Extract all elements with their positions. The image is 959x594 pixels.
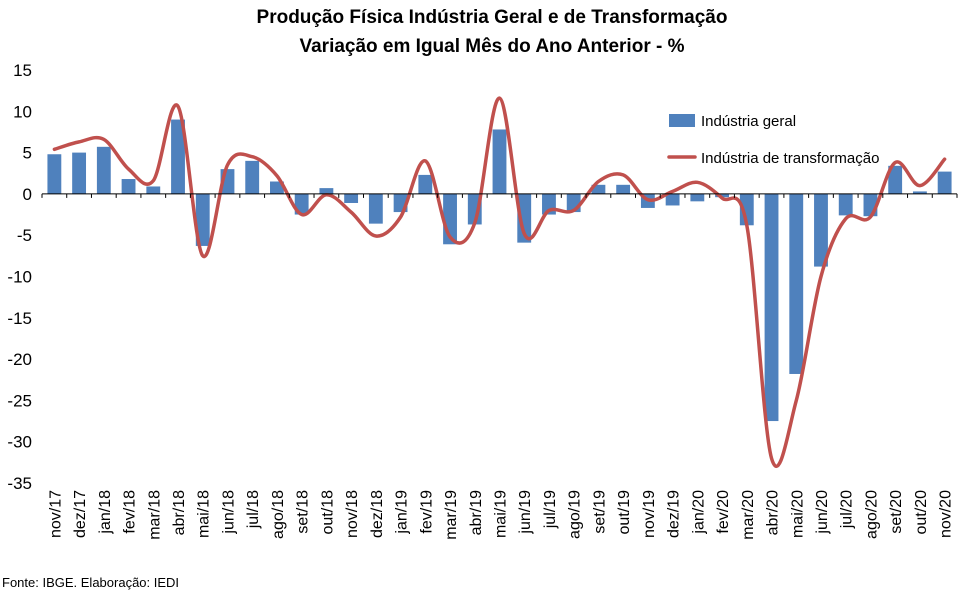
bar	[789, 193, 804, 374]
x-tick-label: abr/20	[765, 490, 782, 535]
y-tick-label: -10	[7, 268, 32, 287]
y-tick-label: -25	[7, 391, 32, 410]
x-tick-label: mar/19	[443, 490, 460, 540]
x-tick-label: abr/19	[468, 490, 485, 535]
bar	[245, 160, 260, 194]
x-tick-label: dez/17	[72, 490, 89, 538]
x-tick-label: ago/18	[270, 490, 287, 539]
bar	[195, 193, 210, 246]
y-tick-label: 5	[23, 144, 32, 163]
x-tick-label: jun/19	[517, 490, 534, 535]
bar	[121, 179, 136, 194]
bar	[690, 193, 705, 202]
y-tick-label: -35	[7, 474, 32, 493]
bar	[72, 152, 87, 194]
bar	[739, 193, 754, 226]
y-tick-label: 10	[13, 102, 32, 121]
bar	[418, 174, 433, 194]
x-tick-label: jun/20	[814, 490, 831, 535]
bar	[146, 186, 161, 194]
bar	[912, 191, 927, 194]
x-tick-label: dez/19	[666, 490, 683, 538]
chart-subtitle: Variação em Igual Mês do Ano Anterior - …	[299, 36, 685, 57]
x-tick-label: mai/19	[493, 490, 510, 538]
y-tick-label: -5	[17, 226, 32, 245]
bar	[96, 146, 111, 194]
bar	[517, 193, 532, 243]
x-tick-label: out/18	[319, 490, 336, 535]
x-tick-label: jan/19	[394, 490, 411, 535]
x-tick-label: jan/18	[97, 490, 114, 535]
y-tick-label: -20	[7, 350, 32, 369]
x-tick-label: dez/18	[369, 490, 386, 538]
x-tick-label: fev/20	[715, 490, 732, 534]
bar	[616, 184, 631, 194]
x-tick-label: jan/20	[690, 490, 707, 535]
x-tick-label: set/20	[888, 490, 905, 534]
y-tick-label: -15	[7, 309, 32, 328]
chart-title: Produção Física Indústria Geral e de Tra…	[256, 7, 728, 28]
x-tick-label: abr/18	[171, 490, 188, 535]
bar	[814, 193, 828, 267]
x-tick-label: ago/19	[567, 490, 584, 539]
bar	[319, 188, 334, 194]
axes: 15 10 5 0 -5 -10 -15 -20 -25 -30 -35 nov/17 dez/17 ja…	[7, 61, 958, 540]
x-tick-label: mar/20	[740, 490, 757, 540]
x-tick-label: nov/17	[47, 490, 64, 538]
bar	[937, 171, 952, 194]
x-tick-label: nov/18	[344, 490, 361, 538]
x-tick-label: set/18	[295, 490, 312, 534]
bar	[368, 193, 383, 224]
bar-series-industria-geral	[47, 119, 952, 422]
bar	[344, 193, 359, 203]
x-tick-label: fev/18	[122, 490, 139, 534]
x-tick-label: jul/19	[542, 490, 559, 529]
x-tick-label: ago/20	[863, 490, 880, 539]
y-tick-label: -30	[7, 433, 32, 452]
bar	[888, 165, 903, 194]
x-tick-label: jun/18	[220, 490, 237, 535]
legend: Indústria geral Indústria de transformaç…	[667, 113, 879, 167]
x-tick-label: set/19	[591, 490, 608, 534]
x-tick-label: jul/18	[245, 490, 262, 529]
legend-label-industria-de-transformacao: Indústria de transformação	[701, 150, 879, 167]
bar	[715, 193, 729, 198]
x-tick-label: mar/18	[146, 490, 163, 540]
x-tick-label: fev/19	[418, 490, 435, 534]
x-tick-label: nov/19	[641, 490, 658, 538]
bar	[838, 193, 853, 216]
bar	[171, 119, 185, 194]
bar	[47, 154, 62, 194]
y-tick-label: 15	[13, 61, 32, 80]
legend-swatch-industria-geral	[669, 114, 695, 127]
bar	[270, 181, 284, 194]
bar	[492, 129, 507, 194]
line-series-industria-de-transformacao	[52, 96, 947, 469]
legend-label-industria-geral: Indústria geral	[701, 113, 796, 130]
x-tick-label: nov/20	[938, 490, 955, 538]
x-tick-label: mai/20	[789, 490, 806, 538]
x-tick-label: out/19	[616, 490, 633, 535]
source-note: Fonte: IBGE. Elaboração: IEDI	[2, 575, 180, 590]
bar	[764, 193, 779, 422]
bar	[591, 184, 606, 194]
x-tick-label: out/20	[913, 490, 930, 535]
series-line	[52, 96, 947, 469]
x-tick-label: mai/18	[196, 490, 213, 538]
bar	[665, 193, 680, 206]
y-tick-label: 0	[23, 185, 32, 204]
x-tick-label: jul/20	[839, 490, 856, 529]
